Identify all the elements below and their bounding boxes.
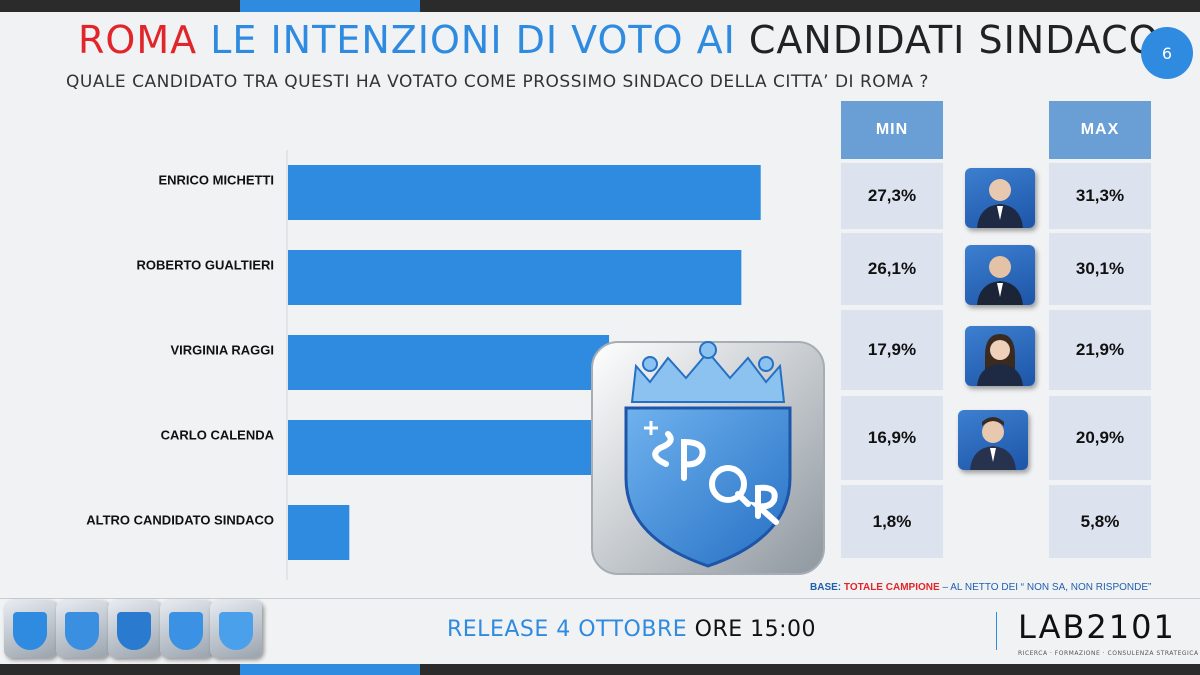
max-value: 21,9% bbox=[1049, 310, 1151, 390]
page-subtitle: QUALE CANDIDATO TRA QUESTI HA VOTATO COM… bbox=[66, 72, 929, 92]
base-sample: TOTALE CAMPIONE bbox=[843, 582, 940, 593]
bar-chart: ENRICO MICHETTI ROBERTO GUALTIERI VIRGINIA… bbox=[86, 150, 761, 580]
footer-divider bbox=[0, 598, 1200, 599]
min-header: MIN bbox=[841, 101, 943, 159]
spqr-shield-icon bbox=[591, 341, 825, 575]
max-value: 5,8% bbox=[1049, 485, 1151, 558]
crests-strip bbox=[4, 594, 264, 664]
min-value: 1,8% bbox=[841, 485, 943, 558]
base-note: BASE: TOTALE CAMPIONE – AL NETTO DEI “ N… bbox=[810, 582, 1151, 593]
category-label: ALTRO CANDIDATO SINDACO bbox=[86, 513, 274, 528]
logo-divider bbox=[996, 612, 997, 650]
category-label: CARLO CALENDA bbox=[161, 428, 275, 443]
max-value: 20,9% bbox=[1049, 396, 1151, 480]
page-title: ROMA LE INTENZIONI DI VOTO AI CANDIDATI … bbox=[78, 18, 1160, 62]
max-value: 31,3% bbox=[1049, 163, 1151, 229]
max-header: MAX bbox=[1049, 101, 1151, 159]
bottom-bar-accent bbox=[240, 664, 420, 675]
bars-group bbox=[288, 165, 761, 560]
title-city: ROMA bbox=[78, 18, 198, 62]
logo-name: LAB2101 bbox=[1018, 608, 1176, 646]
title-end: CANDIDATI SINDACO bbox=[748, 18, 1160, 62]
bottom-bar bbox=[0, 664, 1200, 675]
release-info: RELEASE 4 OTTOBRE ORE 15:00 bbox=[447, 617, 816, 642]
base-label: BASE: bbox=[810, 582, 842, 593]
top-bar bbox=[0, 0, 1200, 12]
category-labels-group: ENRICO MICHETTI ROBERTO GUALTIERI VIRGINIA… bbox=[86, 173, 274, 528]
min-value: 27,3% bbox=[841, 163, 943, 229]
candidate-photo-icon bbox=[958, 410, 1028, 470]
category-label: VIRGINIA RAGGI bbox=[170, 343, 274, 358]
lab2101-logo: LAB2101 RICERCA · FORMAZIONE · CONSULENZ… bbox=[996, 606, 1198, 662]
min-value: 17,9% bbox=[841, 310, 943, 390]
title-main: LE INTENZIONI DI VOTO AI bbox=[210, 18, 736, 62]
candidate-photo-icon bbox=[965, 168, 1035, 228]
logo-lab: LAB bbox=[1018, 608, 1087, 646]
page-number-badge: 6 bbox=[1141, 27, 1193, 79]
crest-icon bbox=[210, 600, 262, 658]
crest-icon bbox=[4, 600, 56, 658]
bar bbox=[288, 165, 761, 220]
logo-tagline: RICERCA · FORMAZIONE · CONSULENZA STRATE… bbox=[1018, 650, 1199, 657]
bar bbox=[288, 335, 610, 390]
release-date: RELEASE 4 OTTOBRE bbox=[447, 617, 688, 642]
top-bar-accent bbox=[240, 0, 420, 12]
max-value: 30,1% bbox=[1049, 233, 1151, 305]
base-rest: – AL NETTO DEI “ NON SA, NON RISPONDE” bbox=[942, 582, 1152, 593]
release-time: ORE 15:00 bbox=[694, 617, 817, 642]
min-value: 16,9% bbox=[841, 396, 943, 480]
category-label: ROBERTO GUALTIERI bbox=[137, 258, 274, 273]
crest-icon bbox=[56, 600, 108, 658]
candidate-photo-icon bbox=[965, 245, 1035, 305]
bar bbox=[288, 250, 742, 305]
crest-icon bbox=[108, 600, 160, 658]
bar bbox=[288, 505, 350, 560]
logo-number: 2101 bbox=[1086, 608, 1176, 646]
category-label: ENRICO MICHETTI bbox=[158, 173, 274, 188]
min-value: 26,1% bbox=[841, 233, 943, 305]
crest-icon bbox=[160, 600, 212, 658]
candidate-photo-icon bbox=[965, 326, 1035, 386]
bar bbox=[288, 420, 593, 475]
